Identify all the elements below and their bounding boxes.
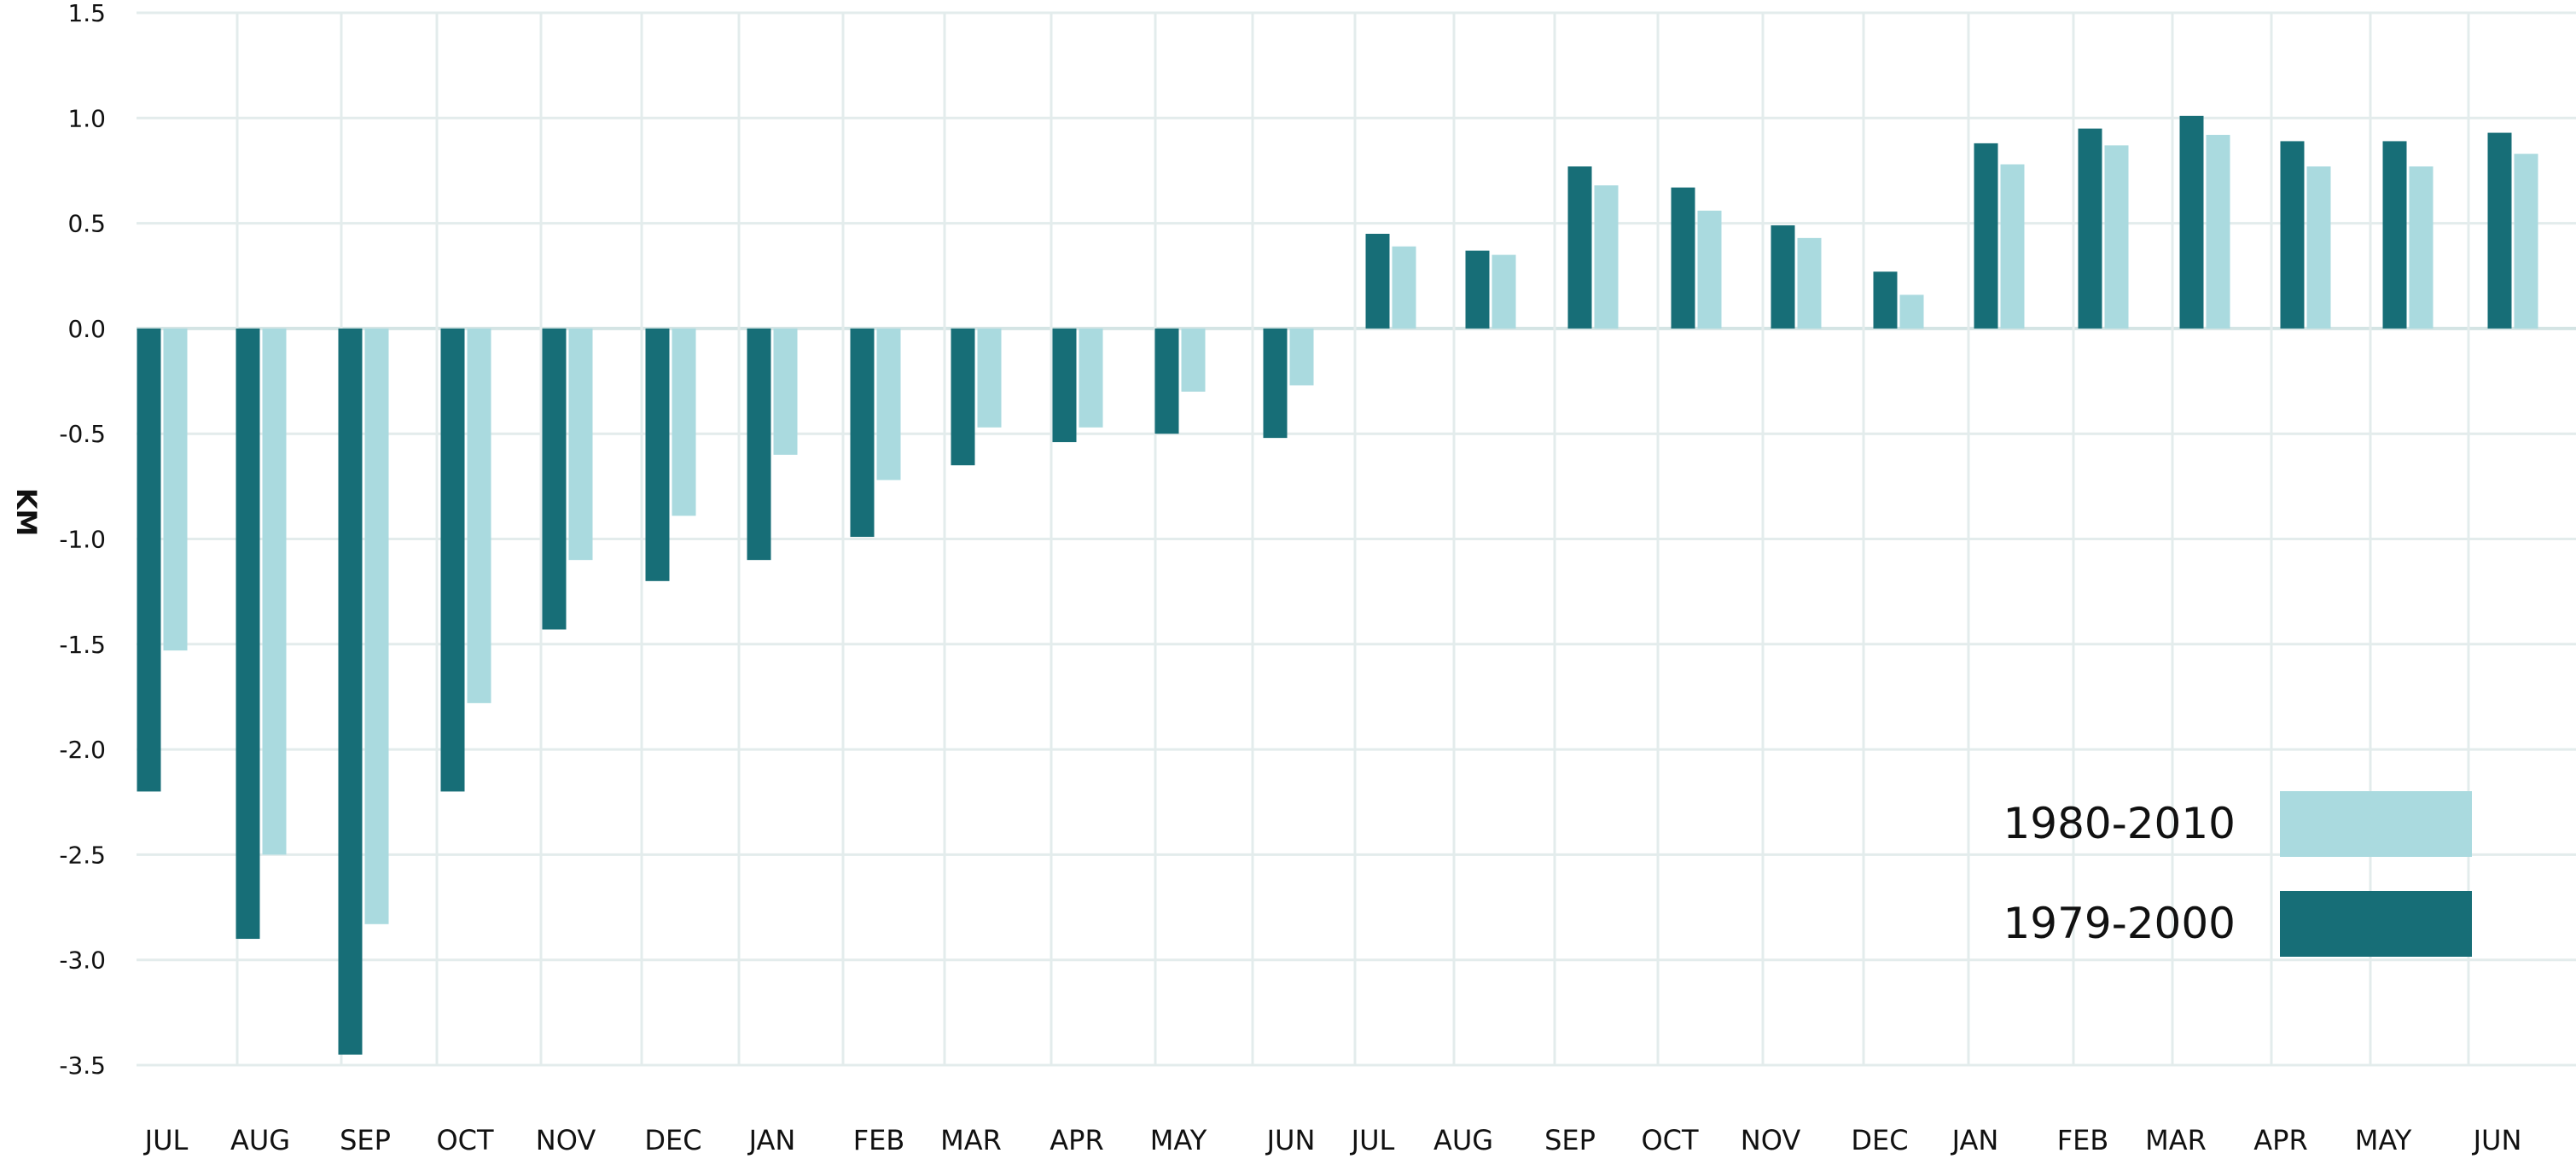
- x-tick-label: JUL: [1350, 1124, 1395, 1156]
- y-axis-label: KM: [10, 488, 43, 537]
- x-tick-label: JUL: [143, 1124, 189, 1156]
- bar: [773, 328, 798, 455]
- y-tick-label: -3.0: [59, 946, 106, 975]
- y-tick-label: -2.5: [59, 841, 106, 869]
- bar: [1154, 328, 1179, 434]
- y-tick-label: -1.0: [59, 526, 106, 554]
- bar: [364, 328, 389, 924]
- bars: [137, 115, 2538, 1055]
- bar: [1492, 254, 1516, 329]
- bar: [977, 328, 1002, 428]
- bar: [951, 328, 975, 466]
- bar: [672, 328, 696, 516]
- x-tick-label: MAR: [2145, 1124, 2207, 1156]
- x-tick-label: MAR: [940, 1124, 1002, 1156]
- bar: [1392, 246, 1416, 329]
- bar: [568, 328, 593, 561]
- legend-label: 1979-2000: [2003, 899, 2236, 948]
- bar: [1594, 185, 1619, 329]
- x-tick-label: JUN: [2472, 1124, 2522, 1156]
- legend-item: 1980-2010: [2003, 791, 2472, 857]
- bar: [440, 328, 465, 792]
- x-tick-label: APR: [1050, 1124, 1103, 1156]
- bar: [542, 328, 567, 630]
- bar: [1079, 328, 1103, 428]
- bar: [1465, 250, 1490, 329]
- x-tick-label: DEC: [644, 1124, 701, 1156]
- y-tick-label: 0.5: [67, 210, 106, 238]
- bar: [1289, 328, 1314, 386]
- legend: 1980-2010 1979-2000: [2003, 791, 2472, 957]
- bar: [2306, 166, 2331, 329]
- y-tick-label: -3.5: [59, 1051, 106, 1080]
- bar: [2487, 132, 2512, 329]
- bar: [1052, 328, 1077, 443]
- y-tick-label: -0.5: [59, 420, 106, 448]
- bar: [1974, 143, 1998, 329]
- x-tick-label: MAY: [1150, 1124, 1207, 1156]
- y-tick-label: 0.0: [67, 315, 106, 343]
- bar: [1771, 225, 1795, 329]
- x-tick-label: DEC: [1851, 1124, 1908, 1156]
- bar: [2514, 154, 2538, 329]
- bar: [747, 328, 771, 561]
- y-tick-label: 1.0: [67, 104, 106, 132]
- bar: [262, 328, 287, 855]
- bar: [163, 328, 188, 651]
- bar: [850, 328, 875, 538]
- x-tick-label: SEP: [1544, 1124, 1596, 1156]
- bar: [236, 328, 260, 940]
- x-tick-label: SEP: [340, 1124, 391, 1156]
- x-tick-label: FEB: [2057, 1124, 2109, 1156]
- bar: [2206, 135, 2230, 329]
- x-tick-label: APR: [2253, 1124, 2307, 1156]
- y-tick-label: -1.5: [59, 631, 106, 659]
- bar: [1797, 237, 1822, 329]
- x-tick-label: JAN: [747, 1124, 796, 1156]
- x-tick-label: JAN: [1951, 1124, 1999, 1156]
- x-tick-label: NOV: [536, 1124, 596, 1156]
- bar: [876, 328, 901, 480]
- bar: [2000, 164, 2025, 329]
- bar: [1567, 166, 1592, 329]
- bar: [1181, 328, 1206, 392]
- x-tick-label: NOV: [1741, 1124, 1801, 1156]
- x-tick-label: JUN: [1265, 1124, 1316, 1156]
- bar: [137, 328, 161, 792]
- x-tick-label: OCT: [436, 1124, 494, 1156]
- y-tick-label: 1.5: [67, 0, 106, 27]
- legend-swatch: [2280, 891, 2472, 957]
- legend-swatch: [2280, 791, 2472, 857]
- bar: [1873, 271, 1898, 329]
- y-axis-ticks: 1.5 1.0 0.5 0.0 -0.5 -1.0 -1.5 -2.0 -2.5 -3.0 -3.5: [59, 0, 106, 1080]
- y-tick-label: -2.0: [59, 736, 106, 764]
- x-tick-label: MAY: [2355, 1124, 2412, 1156]
- bar: [1365, 233, 1390, 329]
- x-axis-ticks: JUL AUG SEP OCT NOV DEC JAN FEB MAR APR MAY JUN JUL A…: [143, 1124, 2522, 1156]
- bar: [2104, 145, 2129, 329]
- x-tick-label: FEB: [853, 1124, 905, 1156]
- bar: [1697, 210, 1722, 329]
- bar: [1899, 294, 1924, 329]
- bar: [467, 328, 491, 703]
- x-tick-label: AUG: [1433, 1124, 1493, 1156]
- bar: [645, 328, 670, 581]
- bar: [2409, 166, 2434, 329]
- legend-label: 1980-2010: [2003, 799, 2236, 848]
- bar: [2382, 141, 2407, 329]
- x-tick-label: OCT: [1641, 1124, 1699, 1156]
- bar: [2179, 115, 2204, 329]
- legend-item: 1979-2000: [2003, 891, 2472, 957]
- bar: [2280, 141, 2305, 329]
- bar: [1671, 187, 1695, 329]
- bar: [338, 328, 363, 1055]
- x-tick-label: AUG: [230, 1124, 290, 1156]
- bar: [2078, 128, 2102, 329]
- bar: [1263, 328, 1288, 439]
